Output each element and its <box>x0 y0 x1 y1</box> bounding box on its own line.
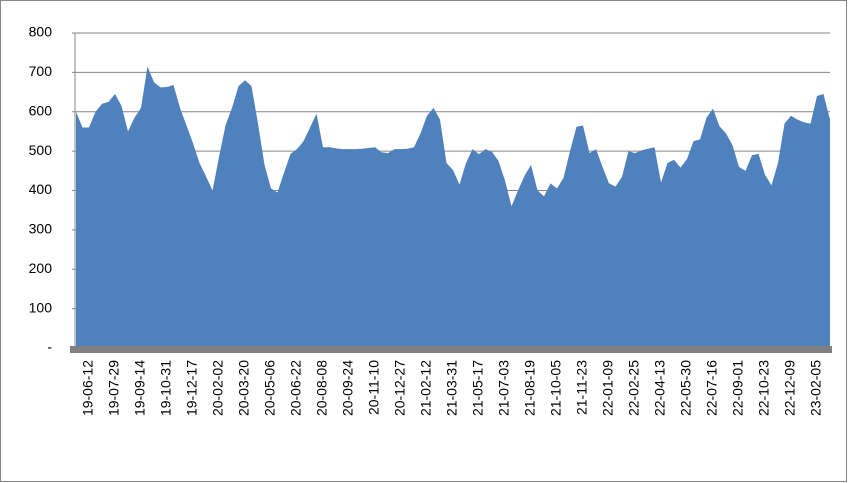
x-tick-label: 20-11-10 <box>366 360 382 415</box>
x-tick-label: 22-04-13 <box>652 360 668 416</box>
x-tick-label: 22-05-30 <box>678 360 694 416</box>
y-tick-label: 800 <box>29 24 53 40</box>
x-tick-label: 21-05-17 <box>470 360 486 416</box>
axis-floor <box>70 346 832 353</box>
x-tick-label: 19-07-29 <box>106 360 122 416</box>
y-tick-label: 400 <box>29 181 53 197</box>
y-tick-label: 200 <box>29 260 53 276</box>
x-tick-label: 20-09-24 <box>340 360 356 416</box>
x-tick-label: 21-08-19 <box>522 360 538 416</box>
x-tick-label: 19-10-31 <box>158 360 174 416</box>
x-tick-label: 19-09-14 <box>132 360 148 416</box>
y-tick-label: 300 <box>29 221 53 237</box>
x-tick-label: 21-10-05 <box>548 360 564 416</box>
x-tick-label: 22-09-01 <box>730 360 746 416</box>
x-tick-label: 19-06-12 <box>80 360 96 416</box>
y-tick-label: 500 <box>29 142 53 158</box>
x-tick-label: 22-07-16 <box>704 360 720 416</box>
x-tick-label: 23-02-05 <box>808 360 824 416</box>
x-tick-label: 20-12-27 <box>392 360 408 416</box>
x-tick-label: 20-06-22 <box>288 360 304 416</box>
x-tick-label: 20-05-06 <box>262 360 278 416</box>
y-tick-label: 100 <box>29 299 53 315</box>
y-tick-label: 700 <box>29 63 53 79</box>
x-tick-label: 22-02-25 <box>626 360 642 416</box>
y-tick-label: 600 <box>29 102 53 118</box>
x-tick-label: 21-07-03 <box>496 360 512 416</box>
x-tick-label: 20-03-20 <box>236 360 252 416</box>
y-tick-label: - <box>47 339 52 355</box>
x-tick-label: 20-02-02 <box>210 360 226 416</box>
x-tick-label: 19-12-17 <box>184 360 200 416</box>
x-tick-label: 20-08-08 <box>314 360 330 416</box>
x-tick-label: 21-03-31 <box>444 360 460 416</box>
x-tick-label: 22-01-09 <box>600 360 616 416</box>
x-tick-label: 22-10-23 <box>756 360 772 416</box>
x-tick-label: 21-11-23 <box>574 360 590 415</box>
x-tick-label: 21-02-12 <box>418 360 434 416</box>
area <box>76 66 830 348</box>
x-tick-label: 22-12-09 <box>782 360 798 416</box>
